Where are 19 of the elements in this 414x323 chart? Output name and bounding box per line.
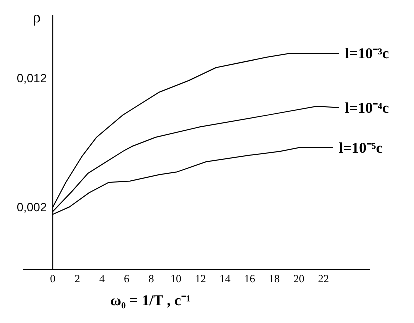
series-label: l=10⁻⁴c (345, 100, 390, 117)
y-tick-label: 0,012 (17, 72, 48, 86)
x-tick-label: 14 (220, 274, 232, 286)
series-label: l=10⁻⁵c (339, 140, 384, 157)
x-tick-label: 6 (124, 274, 130, 286)
x-tick-label: 12 (195, 274, 206, 286)
x-tick-label: 18 (269, 274, 281, 286)
x-tick-label: 20 (294, 274, 306, 286)
x-tick-label: 10 (170, 274, 182, 286)
x-axis-title: ω₀ = 1/T , c⁻¹ (110, 294, 191, 310)
series-label: l=10⁻³c (345, 46, 390, 63)
y-axis-title: ρ (33, 10, 42, 26)
x-tick-label: 4 (100, 274, 106, 286)
x-tick-label: 0 (50, 274, 56, 286)
x-tick-label: 16 (244, 274, 256, 286)
x-tick-label: 22 (318, 274, 330, 286)
x-tick-label: 8 (148, 274, 155, 286)
x-tick-label: 2 (74, 274, 80, 286)
y-tick-label: 0,002 (17, 200, 48, 215)
